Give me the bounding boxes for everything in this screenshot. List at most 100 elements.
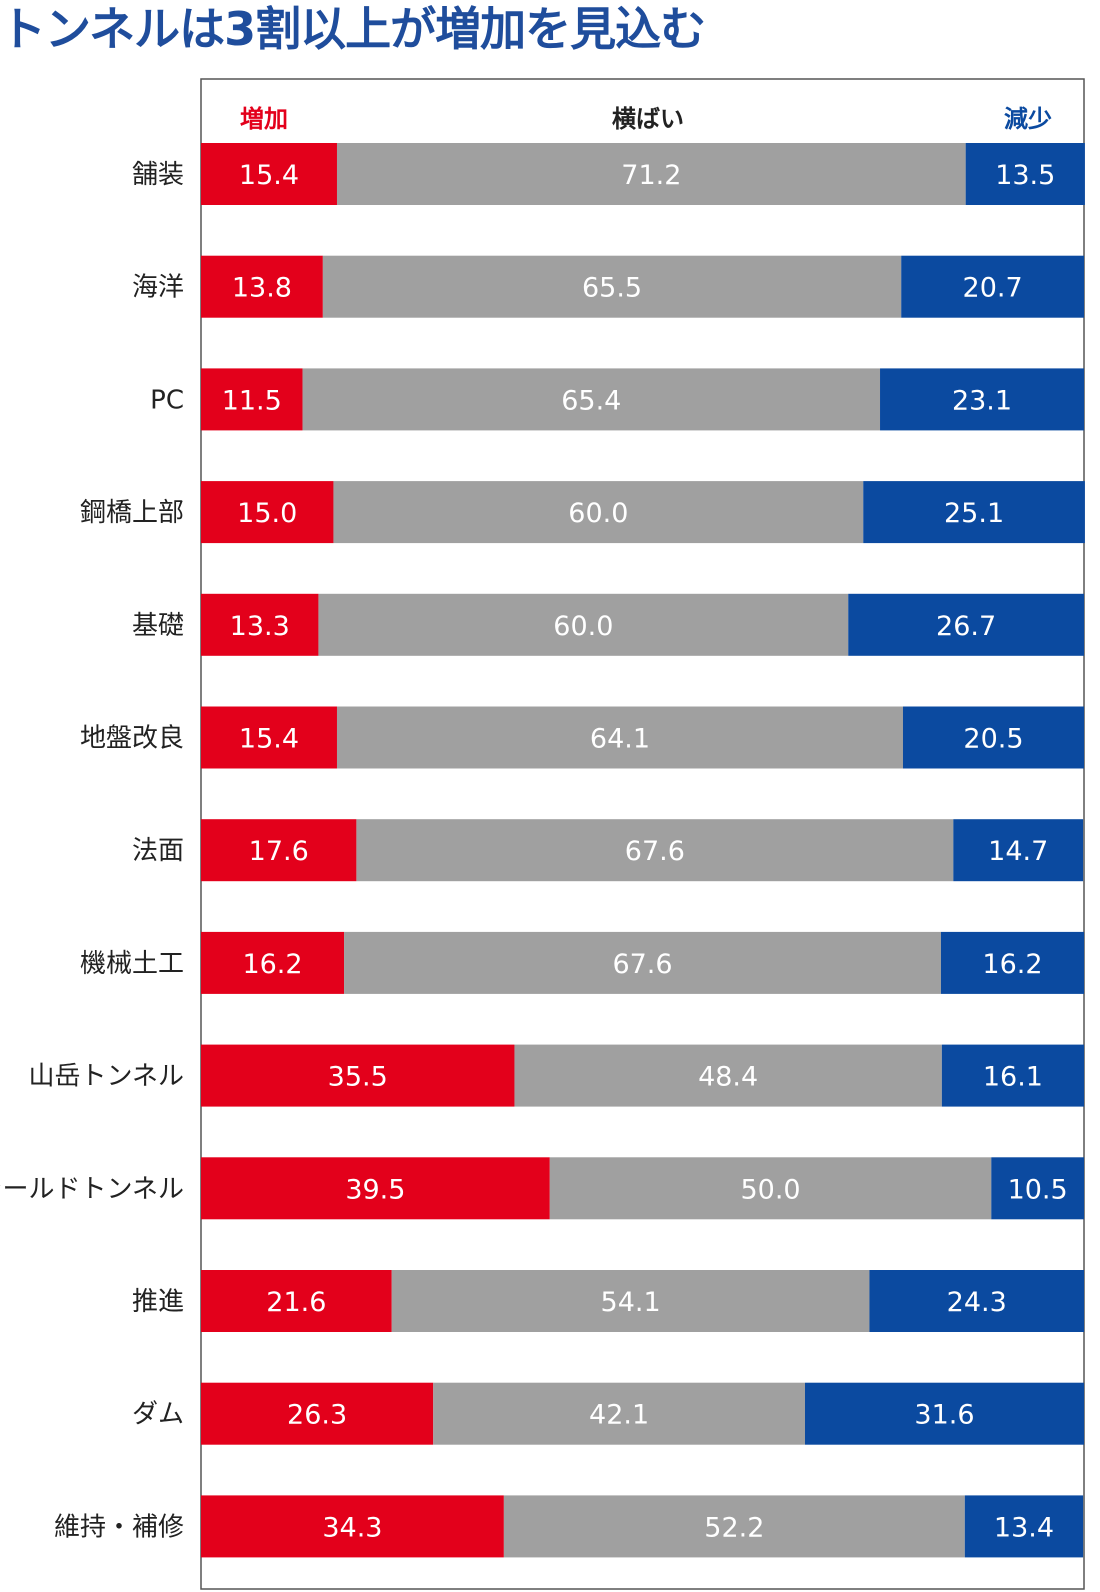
value-label-decrease: 13.5 [995, 160, 1055, 191]
category-label: 海洋 [132, 273, 184, 303]
legend-flat: 横ばい [612, 105, 684, 133]
value-label-flat: 54.1 [601, 1287, 661, 1318]
bar-segment-decrease [941, 1044, 1084, 1107]
bar-segment-flat [433, 1382, 805, 1445]
value-label-flat: 52.2 [704, 1512, 764, 1543]
value-label-increase: 13.8 [232, 273, 292, 304]
value-label-increase: 15.4 [239, 724, 299, 755]
category-label: 推進 [132, 1287, 184, 1317]
bar-segment-decrease [902, 706, 1084, 769]
category-label: ダム [132, 1400, 184, 1430]
bars [201, 143, 1085, 1558]
bar-segment-flat [322, 255, 902, 318]
bar-segment-decrease [964, 1495, 1084, 1558]
value-label-flat: 65.4 [561, 385, 621, 416]
bar-segment-decrease [901, 255, 1084, 318]
value-label-decrease: 26.7 [936, 611, 996, 642]
bar-segment-increase [201, 1270, 392, 1332]
bar-segment-flat [336, 706, 903, 769]
bar-segment-increase [201, 819, 357, 882]
bar-segment-decrease [848, 593, 1084, 656]
bar-segment-increase [201, 255, 323, 318]
bar-segment-decrease [880, 368, 1084, 431]
value-label-flat: 60.0 [568, 498, 628, 529]
category-label: 山岳トンネル [29, 1062, 184, 1092]
legend-decrease: 減少 [1004, 105, 1052, 133]
category-label: 地盤改良 [80, 724, 184, 754]
value-label-flat: 64.1 [590, 724, 650, 755]
bar-segment-increase [201, 368, 303, 431]
category-label: 舗装 [132, 160, 184, 190]
category-label: 鋼橋上部 [80, 498, 184, 528]
value-label-decrease: 16.2 [982, 949, 1042, 980]
value-label-increase: 17.6 [249, 836, 309, 867]
bar-segment-decrease [940, 931, 1084, 994]
bar-segment-decrease [991, 1157, 1084, 1220]
bar-segment-decrease [863, 481, 1085, 544]
bar-segment-increase [201, 1382, 434, 1445]
value-label-decrease: 31.6 [914, 1400, 974, 1431]
category-label: シールドトンネル [0, 1174, 184, 1204]
bar-segment-flat [356, 819, 954, 882]
value-label-decrease: 20.7 [963, 273, 1023, 304]
category-label: 法面 [132, 836, 184, 866]
bar-segment-flat [391, 1270, 870, 1332]
bar-segment-flat [503, 1495, 965, 1558]
value-label-increase: 15.4 [239, 160, 299, 191]
value-label-increase: 15.0 [237, 498, 297, 529]
bar-segment-increase [201, 706, 337, 769]
category-label: 機械土工 [80, 949, 184, 979]
bar-segment-decrease [953, 819, 1084, 882]
bar-segment-increase [201, 593, 319, 656]
value-label-increase: 11.5 [222, 385, 282, 416]
value-label-decrease: 23.1 [952, 385, 1012, 416]
value-label-increase: 34.3 [322, 1512, 382, 1543]
category-label: 維持・補修 [54, 1512, 184, 1542]
value-label-decrease: 25.1 [944, 498, 1004, 529]
bar-segment-flat [318, 593, 849, 656]
legend-increase: 増加 [240, 105, 288, 133]
value-label-flat: 65.5 [582, 273, 642, 304]
value-label-decrease: 16.1 [983, 1062, 1043, 1093]
bar-segment-increase [201, 1044, 515, 1107]
value-label-decrease: 13.4 [994, 1512, 1054, 1543]
value-label-increase: 35.5 [328, 1062, 388, 1093]
value-label-decrease: 14.7 [988, 836, 1048, 867]
bar-segment-flat [336, 143, 966, 205]
value-label-increase: 13.3 [230, 611, 290, 642]
chart-title: トンネルは3割以上が増加を見込む [0, 2, 706, 56]
value-label-decrease: 20.5 [963, 724, 1023, 755]
value-label-flat: 50.0 [740, 1174, 800, 1205]
bar-segment-decrease [804, 1382, 1084, 1445]
bar-segment-increase [201, 1157, 550, 1220]
value-label-increase: 21.6 [266, 1287, 326, 1318]
bar-segment-flat [344, 931, 941, 994]
value-label-flat: 67.6 [612, 949, 672, 980]
bar-segment-flat [549, 1157, 992, 1220]
value-label-flat: 42.1 [589, 1400, 649, 1431]
bar-segment-flat [302, 368, 881, 431]
bar-segment-flat [333, 481, 864, 544]
bar-segment-increase [201, 1495, 504, 1558]
category-label: PC [150, 385, 184, 415]
bar-segment-decrease [965, 143, 1085, 205]
value-label-flat: 60.0 [553, 611, 613, 642]
value-label-flat: 71.2 [621, 160, 681, 191]
value-label-increase: 26.3 [287, 1400, 347, 1431]
bar-segment-increase [201, 143, 337, 205]
value-label-flat: 67.6 [625, 836, 685, 867]
value-label-flat: 48.4 [698, 1062, 758, 1093]
value-label-decrease: 24.3 [947, 1287, 1007, 1318]
legend: 増加 横ばい 減少 [240, 105, 1052, 133]
value-label-decrease: 10.5 [1008, 1174, 1068, 1205]
value-label-increase: 39.5 [345, 1174, 405, 1205]
value-label-increase: 16.2 [242, 949, 302, 980]
bar-segment-decrease [869, 1270, 1084, 1332]
value-labels: 15.4 71.2 13.5 13.8 65.5 20.7 11.5 65.4 23.1 15.0… [222, 160, 1068, 1543]
bar-segment-increase [201, 481, 334, 544]
category-label: 基礎 [132, 611, 184, 641]
bar-segment-increase [201, 931, 345, 994]
bar-segment-flat [514, 1044, 942, 1107]
